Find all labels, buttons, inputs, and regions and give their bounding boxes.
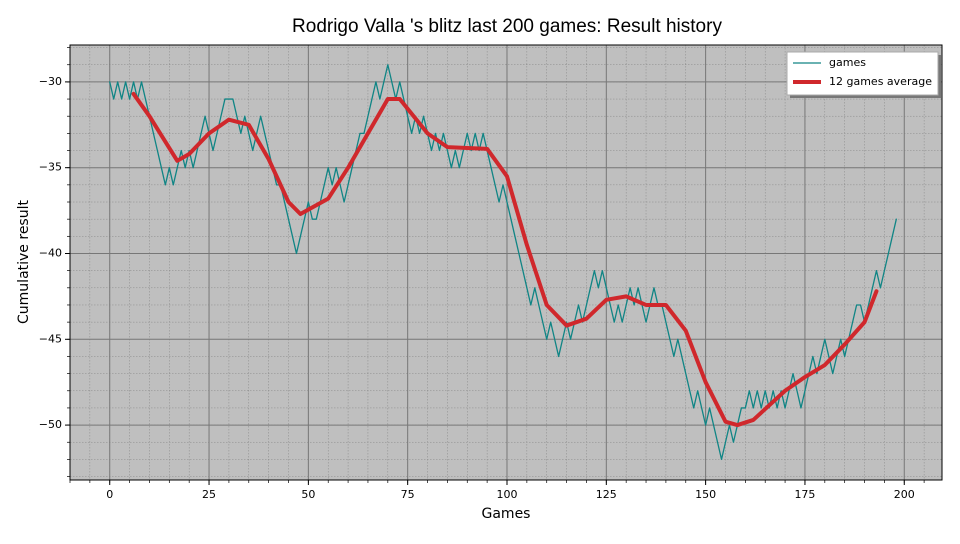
y-tick-label: −40 (39, 246, 62, 259)
plot-frame (69, 44, 943, 481)
x-tick-label: 150 (695, 488, 716, 501)
x-tick-label: 200 (894, 488, 915, 501)
x-tick-label: 50 (301, 488, 315, 501)
y-tick-label: −45 (39, 332, 62, 345)
legend-box (786, 51, 939, 96)
chart-title: Rodrigo Valla 's blitz last 200 games: R… (292, 16, 722, 37)
plot-area (70, 45, 942, 480)
y-tick-label: −35 (39, 161, 62, 174)
y-tick-label: −50 (39, 418, 62, 431)
legend-label: games (829, 56, 866, 69)
series-line (131, 91, 879, 428)
x-tick-label: 175 (794, 488, 815, 501)
y-axis-label: Cumulative result (16, 200, 32, 324)
y-tick-label: −30 (39, 75, 62, 88)
legend-label: 12 games average (829, 75, 932, 88)
x-axis-label: Games (482, 506, 531, 522)
x-tick-label: 125 (596, 488, 617, 501)
x-tick-label: 0 (106, 488, 113, 501)
series-line (109, 64, 897, 461)
x-tick-label: 75 (401, 488, 415, 501)
x-tick-label: 100 (496, 488, 517, 501)
x-tick-label: 25 (202, 488, 216, 501)
